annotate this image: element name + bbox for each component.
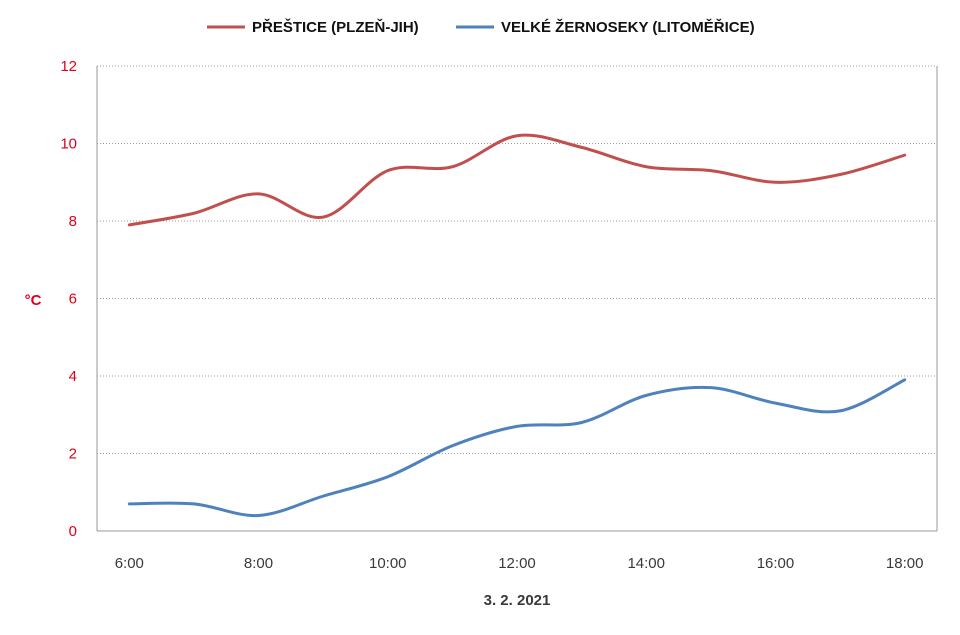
x-tick-labels: 6:00 8:00 10:00 12:00 14:00 16:00 18:00 xyxy=(115,555,924,572)
y-tick-label: 2 xyxy=(69,446,77,463)
x-tick-label: 12:00 xyxy=(498,555,536,572)
x-tick-label: 16:00 xyxy=(757,555,795,572)
x-tick-label: 8:00 xyxy=(244,555,273,572)
series-line-1 xyxy=(127,133,907,227)
x-tick-label: 10:00 xyxy=(369,555,407,572)
legend-label-2: VELKÉ ŽERNOSEKY (LITOMĚŘICE) xyxy=(501,18,755,36)
axes xyxy=(96,66,938,532)
y-tick-label: 6 xyxy=(69,291,77,308)
legend-label-1: PŘEŠTICE (PLZEŇ-JIH) xyxy=(252,18,419,36)
y-tick-label: 12 xyxy=(60,58,77,75)
series-line-2 xyxy=(127,378,907,518)
y-tick-label: 0 xyxy=(69,523,77,540)
x-axis-label: 3. 2. 2021 xyxy=(484,592,551,609)
y-tick-label: 4 xyxy=(69,368,77,385)
legend: PŘEŠTICE (PLZEŇ-JIH) VELKÉ ŽERNOSEKY (LIT… xyxy=(207,18,755,36)
series-lines xyxy=(127,133,907,518)
x-tick-label: 14:00 xyxy=(627,555,665,572)
y-tick-label: 10 xyxy=(60,136,77,153)
y-tick-labels: 0 2 4 6 8 10 12 xyxy=(60,58,77,540)
y-tick-label: 8 xyxy=(69,213,77,230)
x-tick-label: 6:00 xyxy=(115,555,144,572)
y-axis-label: °C xyxy=(25,292,42,309)
grid-lines xyxy=(97,65,937,454)
x-tick-label: 18:00 xyxy=(886,555,924,572)
